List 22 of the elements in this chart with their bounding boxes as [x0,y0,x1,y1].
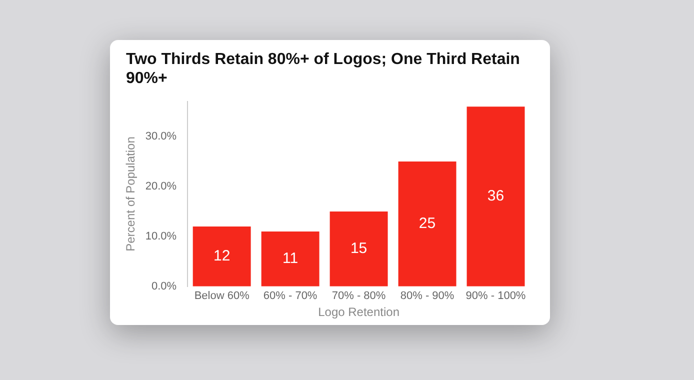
y-tick-label: 10.0% [145,230,177,242]
bar [261,231,320,286]
y-tick-label: 20.0% [145,180,177,193]
data-label: 15 [350,240,368,258]
y-tick-label: 30.0% [145,130,177,143]
chart-title: Two Thirds Retain 80%+ of Logos; One Third Retain 90%+ [126,50,521,88]
data-label: 36 [487,188,504,205]
data-label: 11 [282,250,298,268]
bar [330,211,388,286]
bar [192,226,251,286]
x-tick-label: 70% - 80% [332,290,386,302]
x-axis-title: Logo Retention [318,305,400,320]
y-tick-label: 0.0% [152,280,177,292]
data-label: 12 [213,248,230,265]
x-tick-label: Below 60% [194,290,250,302]
bar [398,162,456,286]
data-label: 25 [418,215,436,232]
x-tick-label: 60% - 70% [263,290,318,302]
y-axis-title: Percent of Population [124,136,138,252]
x-tick-label: 80% - 90% [400,290,454,302]
bar [466,106,525,286]
x-tick-label: 90% - 100% [466,290,526,302]
